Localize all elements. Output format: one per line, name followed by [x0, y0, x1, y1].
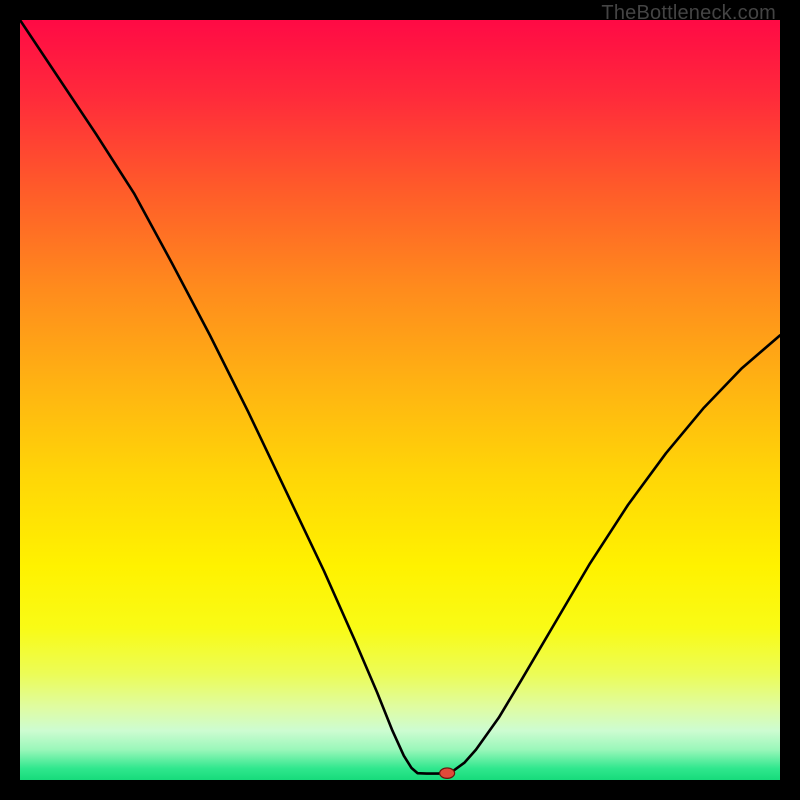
plot-area	[20, 20, 780, 780]
chart-frame: TheBottleneck.com	[0, 0, 800, 800]
watermark-label: TheBottleneck.com	[601, 2, 776, 25]
optimal-point-marker	[440, 768, 455, 778]
gradient-background	[20, 20, 780, 780]
gradient-chart	[20, 20, 780, 780]
